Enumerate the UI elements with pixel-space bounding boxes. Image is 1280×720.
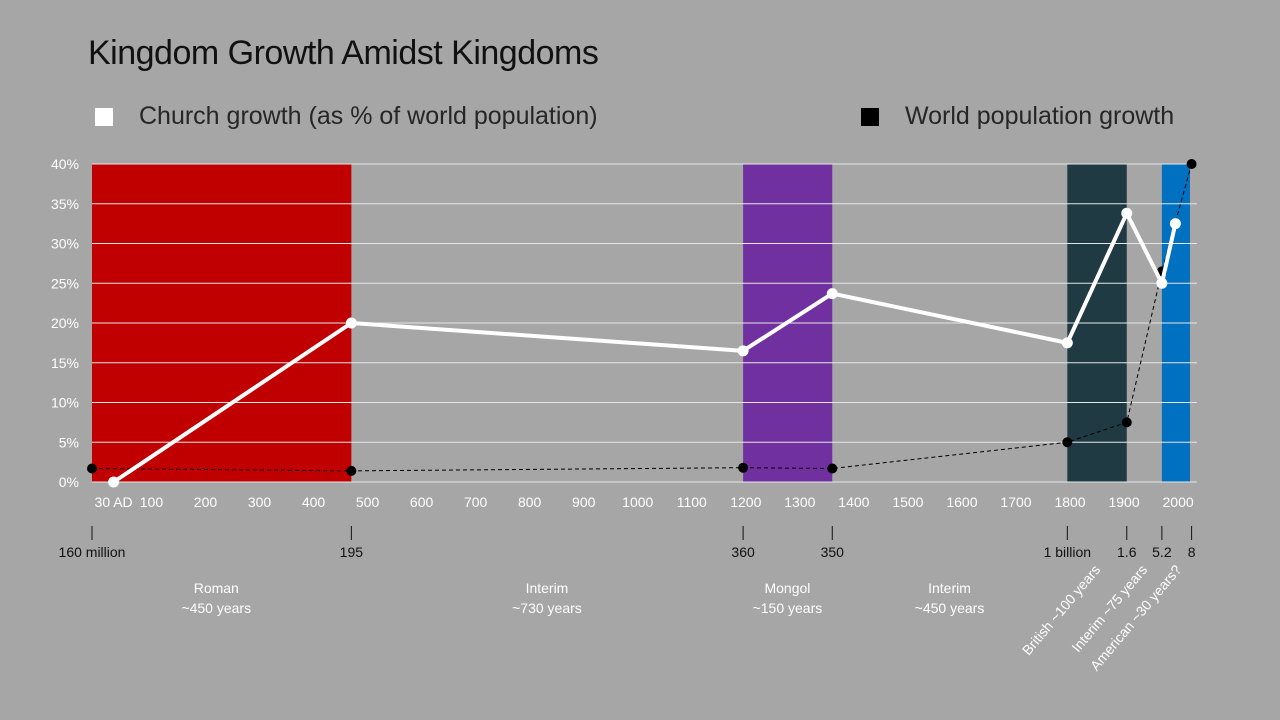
x-tick-label: 1500 — [892, 494, 923, 510]
period-label-rotated: British ~100 years — [1019, 562, 1104, 658]
gridlines — [92, 163, 1197, 483]
chart-title: Kingdom Growth Amidst Kingdoms — [88, 34, 599, 72]
legend-item-world-population: World population growth — [861, 102, 1174, 131]
world-population-point — [738, 462, 749, 473]
population-axis: 160 million 195 360 350 1 billion 1.6 5.2 8 — [59, 526, 1196, 560]
population-label: 350 — [821, 544, 845, 560]
church-growth-point — [1169, 218, 1181, 230]
legend-swatch-white-icon — [95, 107, 113, 126]
period-duration: ~450 years — [181, 600, 251, 616]
y-tick-label: 0% — [59, 474, 79, 490]
world-population-point — [1121, 417, 1132, 428]
x-axis-ticks: 30 AD 100 200 300 400 500 600 700 800 900 1000 1100… — [95, 494, 1194, 510]
x-tick-label: 30 AD — [95, 494, 133, 510]
world-population-point — [87, 463, 97, 474]
church-growth-point — [737, 345, 749, 357]
world-population-point — [1186, 159, 1197, 169]
x-tick-label: 700 — [464, 494, 488, 510]
x-tick-label: 1600 — [946, 494, 977, 510]
world-population-point — [1062, 437, 1073, 448]
population-label: 195 — [340, 544, 364, 560]
x-tick-label: 600 — [410, 494, 434, 510]
y-tick-label: 10% — [51, 395, 79, 411]
x-tick-label: 2000 — [1163, 494, 1194, 510]
y-tick-label: 30% — [51, 236, 79, 252]
church-growth-point — [826, 288, 838, 300]
population-label: 1.6 — [1117, 544, 1137, 560]
legend-label: Church growth (as % of world population) — [139, 102, 598, 130]
x-tick-label: 900 — [572, 494, 596, 510]
x-tick-label: 1300 — [784, 494, 815, 510]
church-growth-point — [1061, 337, 1073, 349]
world-population-point — [346, 465, 357, 476]
period-labels: Roman ~450 years Interim ~730 years Mongol ~1… — [181, 561, 1184, 673]
church-growth-point — [108, 476, 120, 488]
x-tick-label: 1900 — [1108, 494, 1139, 510]
x-tick-label: 1700 — [1000, 494, 1031, 510]
church-growth-point — [1156, 277, 1168, 289]
x-tick-label: 400 — [302, 494, 326, 510]
church-growth-line — [112, 211, 1178, 484]
population-label: 1 billion — [1044, 544, 1091, 560]
x-tick-label: 100 — [140, 494, 164, 510]
x-tick-label: 1200 — [730, 494, 761, 510]
x-tick-label: 1100 — [677, 494, 707, 510]
period-name: Roman — [194, 580, 239, 596]
population-label: 8 — [1188, 544, 1196, 560]
population-label: 5.2 — [1152, 544, 1172, 560]
period-duration: ~450 years — [915, 600, 985, 616]
series-group — [87, 159, 1197, 488]
y-tick-label: 25% — [51, 275, 79, 291]
x-tick-label: 200 — [194, 494, 218, 510]
church-growth-point — [345, 317, 357, 329]
x-tick-label: 500 — [356, 494, 380, 510]
period-duration: ~730 years — [512, 600, 582, 616]
legend-swatch-black-icon — [861, 107, 879, 126]
period-name: Mongol — [764, 580, 810, 596]
y-axis-ticks: 0% 5% 10% 15% 20% 25% 30% 35% 40% — [51, 156, 79, 490]
period-duration: ~150 years — [753, 600, 823, 616]
x-tick-label: 800 — [518, 494, 542, 510]
x-tick-label: 1400 — [838, 494, 869, 510]
period-name: Interim — [928, 580, 971, 596]
x-tick-label: 1800 — [1054, 494, 1085, 510]
legend-item-church-growth: Church growth (as % of world population) — [95, 102, 598, 131]
x-tick-label: 1000 — [622, 494, 653, 510]
y-tick-label: 40% — [51, 156, 79, 172]
church-growth-point — [1121, 207, 1133, 219]
y-tick-label: 35% — [51, 196, 79, 212]
population-label: 160 million — [59, 544, 126, 560]
legend-label: World population growth — [905, 102, 1175, 130]
y-tick-label: 15% — [51, 355, 79, 371]
y-tick-label: 5% — [59, 434, 79, 450]
world-population-line — [91, 163, 1193, 472]
population-label: 360 — [731, 544, 755, 560]
x-tick-label: 300 — [248, 494, 272, 510]
world-population-point — [827, 463, 838, 474]
period-name: Interim — [526, 580, 569, 596]
y-tick-label: 20% — [51, 315, 79, 331]
